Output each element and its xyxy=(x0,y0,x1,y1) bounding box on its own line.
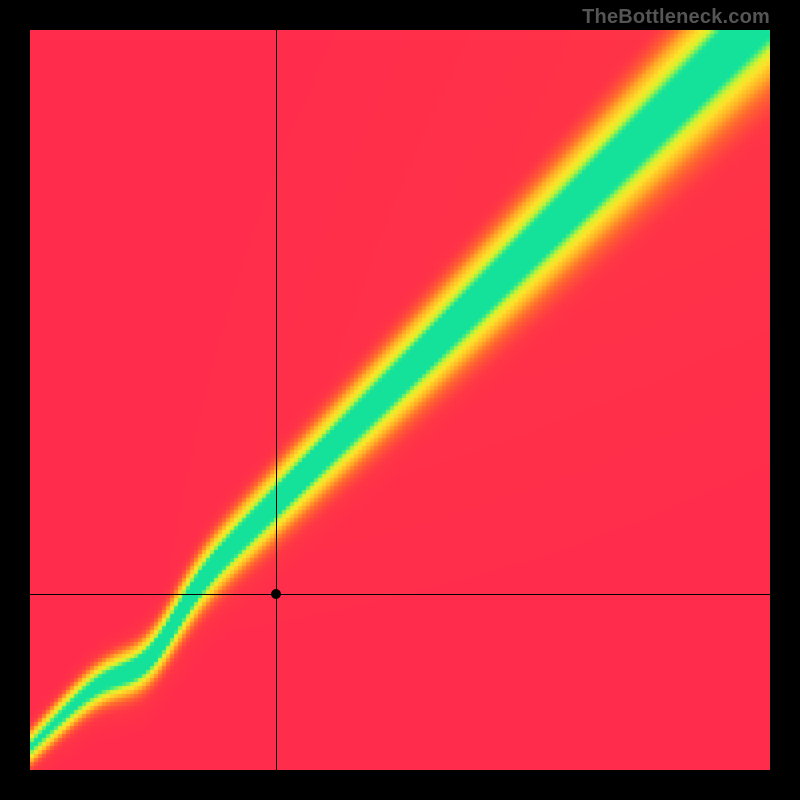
crosshair-vertical xyxy=(276,30,277,770)
watermark-text: TheBottleneck.com xyxy=(582,6,770,29)
plot-area xyxy=(30,30,770,770)
marker-dot xyxy=(271,589,281,599)
heatmap-canvas xyxy=(30,30,770,770)
crosshair-horizontal xyxy=(30,594,770,595)
chart-frame: TheBottleneck.com xyxy=(0,0,800,800)
